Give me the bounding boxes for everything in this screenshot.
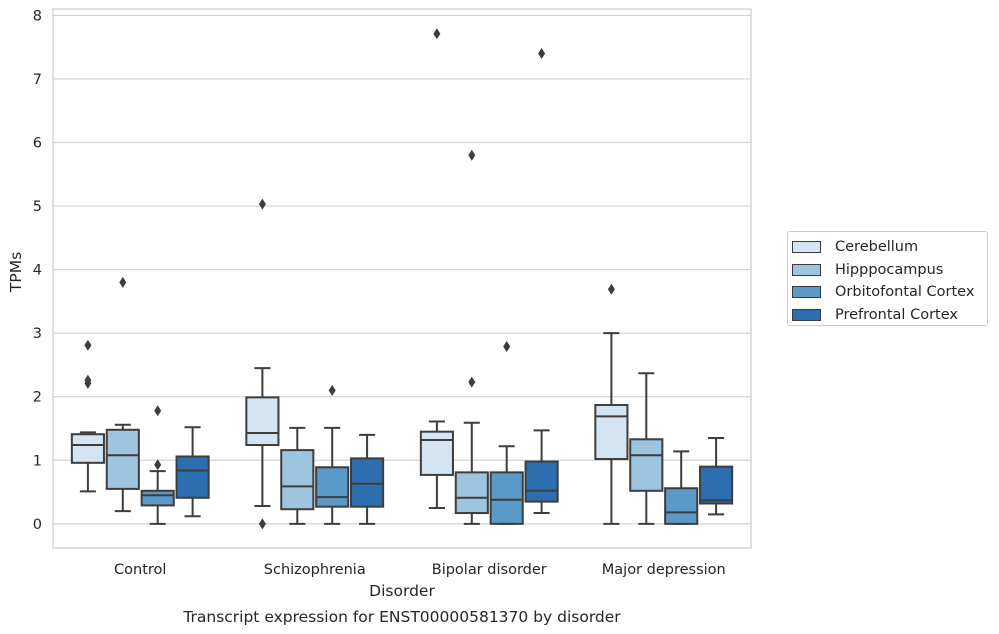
box-hipppocampus-2 [454,149,489,525]
legend-swatch [792,308,821,321]
legend-item-hippocampus: Hipppocampus [792,259,987,282]
box-iqr [594,403,629,461]
legend-label: Hipppocampus [835,261,944,278]
box-iqr [70,433,105,464]
box-hipppocampus-1 [280,426,315,525]
boxes-layer [70,28,734,530]
legend-swatch [792,241,821,254]
legend-swatch [792,263,821,276]
box-prefrontal-cortex-0 [175,426,210,518]
y-tick-label: 5 [33,199,42,215]
box-orbitofontal-cortex-2 [489,341,524,525]
legend-item-prefrontal-cortex: Prefrontal Cortex [792,304,987,327]
outlier-point [154,405,162,417]
box-cerebellum-2 [419,28,454,509]
box-iqr [105,428,140,490]
box-prefrontal-cortex-3 [699,437,734,516]
outlier-point [538,47,546,59]
outlier-point [84,374,92,386]
x-tick-label: Bipolar disorder [432,562,547,578]
x-tick-labels: Control Schizophrenia Bipolar disorder Majo… [114,562,726,578]
box-iqr [350,457,385,508]
box-prefrontal-cortex-2 [524,47,559,515]
x-tick-label: Schizophrenia [264,562,366,578]
y-tick-label: 2 [33,390,42,406]
y-axis-title: TPMs [7,252,25,293]
box-hipppocampus-0 [105,276,140,513]
outlier-point [154,459,162,471]
legend-label: Orbitofontal Cortex [835,284,975,301]
box-cerebellum-1 [245,198,280,530]
legend-item-cerebellum: Cerebellum [792,236,987,259]
plot-area-frame [52,8,752,549]
legend-label: Cerebellum [835,239,919,256]
outlier-point [468,376,476,388]
box-hipppocampus-3 [629,372,664,525]
box-iqr [315,466,350,508]
y-tick-labels: 0 1 2 3 4 5 6 7 8 [33,8,42,532]
outlier-point [503,341,511,353]
y-tick-label: 6 [33,135,42,151]
box-iqr [245,396,280,447]
legend-item-orbitofrontal-cortex: Orbitofontal Cortex [792,281,987,304]
y-tick-label: 8 [33,8,42,24]
outlier-point [607,283,615,295]
box-iqr [699,465,734,505]
y-tick-label: 4 [33,263,42,279]
chart-title: Transcript expression for ENST0000058137… [182,608,621,626]
box-iqr [175,455,210,499]
y-tick-label: 0 [33,517,42,533]
box-prefrontal-cortex-1 [350,433,385,525]
outlier-point [433,28,441,40]
box-iqr [629,438,664,492]
box-iqr [664,487,699,525]
box-orbitofontal-cortex-1 [315,384,350,525]
x-tick-label: Control [114,562,166,578]
outlier-point [119,276,127,288]
outlier-point [84,339,92,351]
y-tick-label: 3 [33,326,42,342]
box-iqr [524,460,559,503]
outlier-point [328,384,336,396]
box-cerebellum-3 [594,283,629,525]
box-iqr [419,430,454,476]
box-iqr [280,449,315,511]
legend-swatch [792,286,821,299]
x-axis-title: Disorder [369,582,435,600]
outlier-point [468,149,476,161]
outlier-point [258,518,266,530]
x-tick-label: Major depression [602,562,726,578]
box-iqr [140,489,175,507]
box-orbitofontal-cortex-0 [140,405,175,525]
legend-label: Prefrontal Cortex [835,306,958,323]
box-iqr [454,471,489,515]
legend: Cerebellum Hipppocampus Orbitofontal Cor… [787,231,988,326]
grid-lines [53,14,751,525]
box-orbitofontal-cortex-3 [664,450,699,525]
box-iqr [489,471,524,525]
box-cerebellum-0 [70,339,105,493]
y-tick-label: 1 [33,453,42,469]
y-tick-label: 7 [33,72,42,88]
outlier-point [258,198,266,210]
